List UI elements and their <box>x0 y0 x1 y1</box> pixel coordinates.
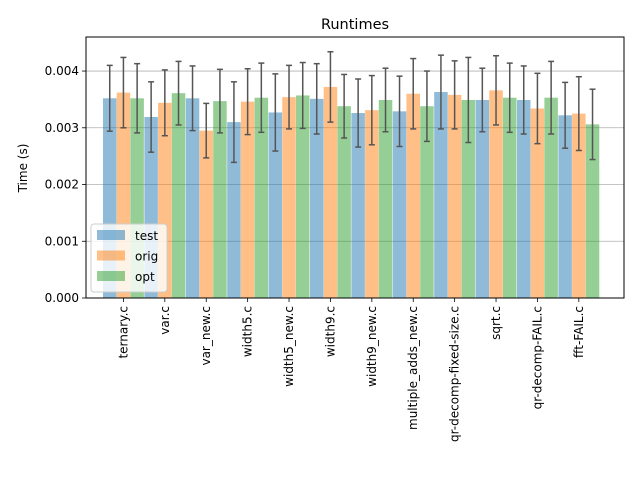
bar-orig <box>572 113 586 298</box>
legend-label-opt: opt <box>135 270 155 284</box>
y-tick-label: 0.004 <box>45 64 79 78</box>
bar-opt <box>544 97 558 298</box>
bar-orig <box>240 101 255 298</box>
legend-swatch-test <box>97 230 125 240</box>
bar-test <box>516 99 531 298</box>
bar-opt <box>337 106 351 298</box>
x-tick-label: sqrt.c <box>489 306 503 340</box>
bar-orig <box>447 94 462 298</box>
bar-test <box>185 98 200 298</box>
bar-opt <box>461 99 476 298</box>
bar-opt <box>585 124 600 298</box>
plot-frame <box>85 36 625 299</box>
x-axis: ternary.c var.c var_new.c width5.c width5_ne… <box>116 298 586 442</box>
x-tick-label: var.c <box>158 306 172 335</box>
bar-opt <box>213 101 227 298</box>
legend-label-orig: orig <box>135 250 158 264</box>
bar-orig <box>323 86 338 298</box>
bar-opt <box>254 97 269 298</box>
legend-swatch-orig <box>97 250 125 261</box>
legend-label-test: test <box>135 229 158 243</box>
bar-test <box>227 122 241 298</box>
bar-orig <box>199 130 213 298</box>
y-tick-label: 0.003 <box>45 121 79 135</box>
bar-orig <box>530 108 545 298</box>
bar-test <box>475 99 490 298</box>
bar-opt <box>502 97 517 298</box>
x-tick-label: qr-decomp-FAIL.c <box>530 306 544 409</box>
bar-opt <box>171 93 186 298</box>
bar-test <box>434 92 448 298</box>
legend: test orig opt <box>90 223 168 293</box>
bar-orig <box>489 90 503 299</box>
y-axis: 0.000 0.001 0.002 0.003 0.004 <box>45 64 86 305</box>
bar-orig <box>282 97 296 298</box>
chart-title: Runtimes <box>321 17 389 33</box>
y-tick-label: 0.000 <box>45 291 79 305</box>
bar-orig <box>365 110 379 298</box>
x-tick-label: ternary.c <box>116 306 130 359</box>
x-tick-label: fft-FAIL.c <box>572 306 586 358</box>
x-tick-label: multiple_adds_new.c <box>406 306 420 430</box>
x-tick-label: width9.c <box>323 306 337 357</box>
bar-orig <box>406 93 420 298</box>
y-tick-label: 0.002 <box>45 178 79 192</box>
legend-swatch-opt <box>97 271 125 281</box>
x-tick-label: qr-decomp-fixed-size.c <box>448 306 462 442</box>
x-tick-label: var_new.c <box>199 306 213 366</box>
error-bars-layer <box>106 51 596 164</box>
bar-test <box>351 113 365 299</box>
bar-opt <box>295 95 310 298</box>
bar-test <box>392 111 407 298</box>
x-tick-label: width5_new.c <box>282 306 296 387</box>
x-tick-label: width5.c <box>241 306 255 357</box>
y-axis-label: Time (s) <box>16 144 30 194</box>
x-tick-label: width9_new.c <box>365 306 379 387</box>
bar-test <box>558 115 572 298</box>
bar-opt <box>420 106 434 298</box>
y-tick-label: 0.001 <box>45 234 79 248</box>
bar-test <box>309 98 324 299</box>
bar-opt <box>378 99 393 298</box>
bar-test <box>268 112 283 298</box>
